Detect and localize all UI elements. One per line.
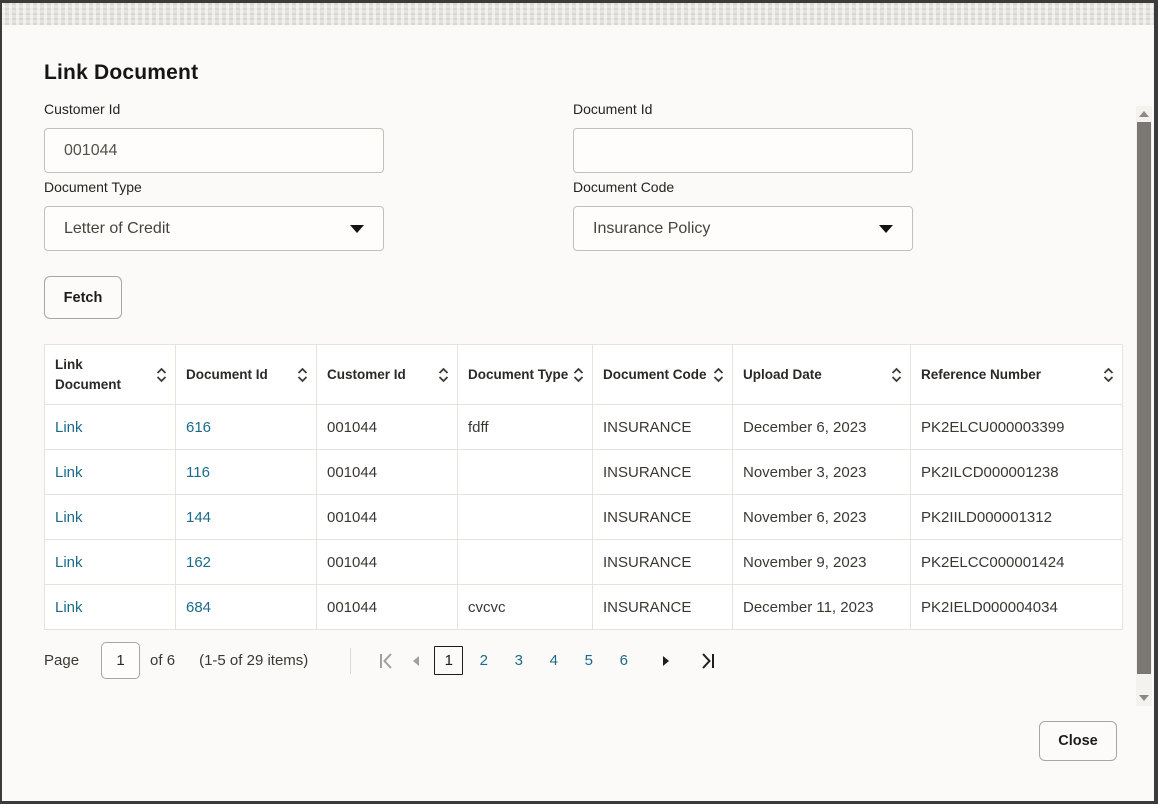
document-code-cell: INSURANCE [592,404,733,450]
document-type-cell: cvcvc [457,584,593,630]
upload-date-cell: November 3, 2023 [732,449,911,495]
link-document-link[interactable]: Link [55,508,83,526]
page-number-current[interactable]: 1 [434,646,464,675]
document-code-label: Document Code [573,179,675,195]
document-code-value: Insurance Policy [593,219,711,237]
reference-number-cell: PK2IILD000001312 [910,494,1123,540]
column-header-reference-number[interactable]: Reference Number [910,344,1123,405]
scroll-up-icon[interactable] [1136,106,1152,122]
link-document-dialog: Link Document Customer Id Document Id Do… [2,3,1154,801]
link-document-link[interactable]: Link [55,463,83,481]
table-header-row: Link Document Document Id Customer Id Do… [44,344,1123,405]
link-document-link[interactable]: Link [55,598,83,616]
document-code-cell: INSURANCE [592,539,733,585]
next-page-icon[interactable] [651,646,681,676]
document-type-select[interactable]: Letter of Credit [44,206,384,251]
document-id-link[interactable]: 116 [186,463,210,481]
link-document-link[interactable]: Link [55,553,83,571]
page-total-label: of 6 [150,652,176,669]
customer-id-field-wrap [44,128,384,173]
reference-number-cell: PK2IELD000004034 [910,584,1123,630]
document-type-cell [457,539,593,585]
reference-number-cell: PK2ILCD000001238 [910,449,1123,495]
document-code-cell: INSURANCE [592,584,733,630]
scrollbar[interactable] [1136,106,1152,706]
filter-form: Customer Id Document Id Document Type Le… [44,101,1154,251]
pagination-divider [350,647,352,674]
chevron-down-icon [350,224,364,233]
items-summary: (1-5 of 29 items) [199,652,309,669]
scroll-down-icon[interactable] [1136,690,1152,706]
document-code-select[interactable]: Insurance Policy [573,206,913,251]
scrollbar-track[interactable] [1136,122,1152,690]
sort-icon[interactable] [713,366,724,384]
reference-number-cell: PK2ELCU000003399 [910,404,1123,450]
column-header-link-document[interactable]: Link Document [44,344,176,405]
customer-id-label: Customer Id [44,101,121,117]
pagination-bar: Page of 6 (1-5 of 29 items) 1 2 3 4 5 6 [44,642,1154,679]
sort-icon[interactable] [156,366,167,384]
customer-id-input[interactable] [64,141,369,160]
last-page-icon[interactable] [693,646,723,676]
document-id-link[interactable]: 144 [186,508,212,526]
table-row: Link 144 001044 INSURANCE November 6, 20… [44,494,1123,540]
dialog-title: Link Document [44,61,199,84]
sort-icon[interactable] [573,366,584,384]
page-number-link[interactable]: 6 [619,652,628,669]
upload-date-cell: November 9, 2023 [732,539,911,585]
page-label: Page [44,652,80,669]
fetch-button[interactable]: Fetch [44,276,122,319]
upload-date-cell: December 6, 2023 [732,404,911,450]
document-type-cell [457,449,593,495]
close-button[interactable]: Close [1039,721,1117,761]
sort-icon[interactable] [1103,366,1114,384]
document-code-cell: INSURANCE [592,449,733,495]
column-header-document-type[interactable]: Document Type [457,344,593,405]
customer-id-cell: 001044 [316,584,458,630]
chevron-down-icon [879,224,893,233]
table-row: Link 616 001044 fdff INSURANCE December … [44,404,1123,450]
page-number-link[interactable]: 5 [584,652,593,669]
sort-icon[interactable] [891,366,902,384]
first-page-icon[interactable] [371,646,401,676]
customer-id-cell: 001044 [316,404,458,450]
document-id-link[interactable]: 616 [186,418,212,436]
page-number-link[interactable]: 2 [479,652,488,669]
scrollbar-thumb[interactable] [1137,122,1151,674]
background-page-strip [2,3,1154,25]
document-type-cell: fdff [457,404,593,450]
sort-icon[interactable] [297,366,308,384]
page-number-input[interactable] [101,642,141,679]
document-type-cell [457,494,593,540]
reference-number-cell: PK2ELCC000001424 [910,539,1123,585]
document-id-label: Document Id [573,101,653,117]
column-header-document-id[interactable]: Document Id [175,344,317,405]
previous-page-icon[interactable] [401,646,431,676]
page-number-link[interactable]: 4 [549,652,558,669]
column-header-customer-id[interactable]: Customer Id [316,344,458,405]
document-id-field-wrap [573,128,913,173]
table-row: Link 162 001044 INSURANCE November 9, 20… [44,539,1123,585]
table-row: Link 684 001044 cvcvc INSURANCE December… [44,584,1123,630]
customer-id-cell: 001044 [316,449,458,495]
link-document-link[interactable]: Link [55,418,83,436]
sort-icon[interactable] [438,366,449,384]
document-id-link[interactable]: 162 [186,553,212,571]
document-code-cell: INSURANCE [592,494,733,540]
page-number-link[interactable]: 3 [514,652,523,669]
table-row: Link 116 001044 INSURANCE November 3, 20… [44,449,1123,495]
customer-id-cell: 001044 [316,539,458,585]
document-type-label: Document Type [44,179,142,195]
column-header-upload-date[interactable]: Upload Date [732,344,911,405]
customer-id-cell: 001044 [316,494,458,540]
document-id-link[interactable]: 684 [186,598,212,616]
column-header-document-code[interactable]: Document Code [592,344,733,405]
documents-table: Link Document Document Id Customer Id Do… [44,344,1123,630]
document-type-value: Letter of Credit [64,219,170,237]
document-id-input[interactable] [593,141,898,160]
upload-date-cell: November 6, 2023 [732,494,911,540]
upload-date-cell: December 11, 2023 [732,584,911,630]
